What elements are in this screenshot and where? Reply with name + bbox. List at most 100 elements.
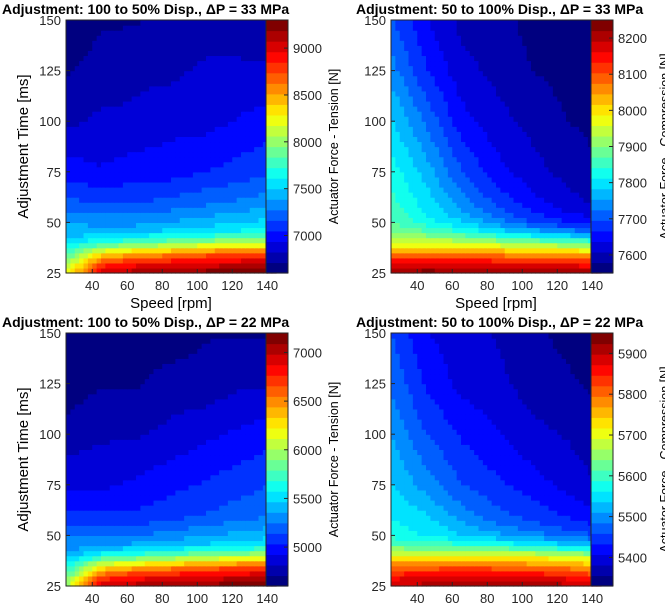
heatmap-cell — [443, 25, 449, 31]
heatmap-cell — [539, 20, 545, 26]
heatmap-cell — [101, 90, 106, 97]
heatmap-cell — [236, 50, 242, 57]
heatmap-cell — [391, 100, 396, 107]
heatmap-cell — [566, 70, 571, 77]
heatmap-cell — [66, 45, 71, 51]
heatmap-cell — [118, 65, 124, 72]
heatmap-cell — [548, 35, 554, 41]
heatmap-cell — [87, 60, 93, 67]
heatmap-cell — [262, 75, 268, 82]
heatmap-cell — [249, 85, 255, 92]
heatmap-cell — [478, 171, 484, 178]
heatmap-cell — [504, 90, 510, 97]
heatmap-cell — [219, 252, 225, 259]
heatmap-cell — [561, 217, 567, 223]
heatmap-cell — [583, 100, 589, 107]
heatmap-cell — [140, 90, 146, 97]
heatmap-cell — [570, 146, 576, 153]
heatmap-cell — [162, 106, 168, 112]
heatmap-cell — [447, 85, 453, 92]
heatmap-cell — [219, 65, 225, 72]
heatmap-cell — [254, 176, 260, 183]
heatmap-cell — [570, 186, 576, 193]
heatmap-cell — [531, 121, 536, 127]
heatmap-cell — [434, 45, 440, 51]
heatmap-cell — [83, 40, 89, 46]
heatmap-cell — [210, 252, 216, 259]
heatmap-cell — [531, 65, 536, 72]
heatmap-cell — [430, 156, 436, 163]
heatmap-cell — [74, 166, 80, 173]
heatmap-cell — [74, 156, 80, 163]
heatmap-cell — [166, 217, 172, 223]
heatmap-cell — [535, 45, 541, 51]
heatmap-cell — [175, 136, 181, 143]
heatmap-cell — [579, 131, 585, 137]
heatmap-cell — [426, 55, 431, 62]
heatmap-cell — [469, 121, 475, 127]
heatmap-cell — [478, 186, 484, 193]
heatmap-cell — [144, 65, 150, 72]
heatmap-cell — [96, 116, 102, 122]
heatmap-cell — [517, 45, 523, 51]
heatmap-cell — [70, 55, 76, 62]
heatmap-cell — [101, 166, 106, 173]
heatmap-cell — [535, 80, 541, 87]
heatmap-cell — [482, 242, 488, 249]
heatmap-cell — [482, 202, 488, 208]
heatmap-cell — [219, 35, 225, 41]
heatmap-cell — [443, 20, 449, 26]
heatmap-cell — [474, 20, 480, 26]
heatmap-cell — [153, 25, 159, 31]
heatmap-cell — [574, 85, 580, 92]
heatmap-cell — [412, 80, 418, 87]
heatmap-cell — [587, 207, 593, 213]
heatmap-cell — [552, 166, 558, 173]
heatmap-cell — [587, 186, 593, 193]
heatmap-cell — [175, 237, 181, 244]
heatmap-cell — [421, 192, 427, 198]
heatmap-cell — [574, 106, 580, 112]
heatmap-cell — [83, 202, 89, 208]
heatmap-cell — [421, 131, 427, 137]
heatmap-cell — [210, 40, 216, 46]
heatmap-cell — [404, 252, 410, 259]
heatmap-cell — [127, 121, 133, 127]
heatmap-cell — [87, 65, 93, 72]
heatmap-cell — [127, 267, 133, 274]
heatmap-cell — [535, 25, 541, 31]
heatmap-cell — [579, 141, 585, 148]
heatmap-cell — [188, 95, 194, 102]
heatmap-cell — [404, 40, 410, 46]
heatmap-cell — [74, 55, 80, 62]
heatmap-cell — [496, 202, 501, 208]
heatmap-cell — [153, 186, 159, 193]
heatmap-cell — [399, 40, 405, 46]
colorbar-swatch — [266, 83, 288, 95]
heatmap-cell — [430, 65, 436, 72]
heatmap-cell — [131, 35, 137, 41]
heatmap-cell — [197, 50, 203, 57]
heatmap-cell — [570, 116, 576, 122]
heatmap-cell — [258, 207, 264, 213]
heatmap-cell — [227, 65, 233, 72]
heatmap-cell — [404, 242, 410, 249]
heatmap-cell — [583, 50, 589, 57]
heatmap-cell — [157, 222, 163, 229]
heatmap-cell — [531, 85, 536, 92]
heatmap-cell — [171, 257, 176, 264]
heatmap-cell — [439, 166, 445, 173]
heatmap-cell — [552, 247, 558, 254]
heatmap-cell — [197, 186, 203, 193]
heatmap-cell — [232, 186, 238, 193]
heatmap-cell — [149, 222, 155, 229]
heatmap-cell — [149, 252, 155, 259]
heatmap-cell — [522, 202, 528, 208]
heatmap-cell — [517, 30, 523, 36]
heatmap-cell — [197, 217, 203, 223]
heatmap-cell — [452, 100, 458, 107]
heatmap-cell — [188, 85, 194, 92]
heatmap-cell — [539, 25, 545, 31]
heatmap-cell — [513, 242, 519, 249]
heatmap-cell — [92, 95, 98, 102]
